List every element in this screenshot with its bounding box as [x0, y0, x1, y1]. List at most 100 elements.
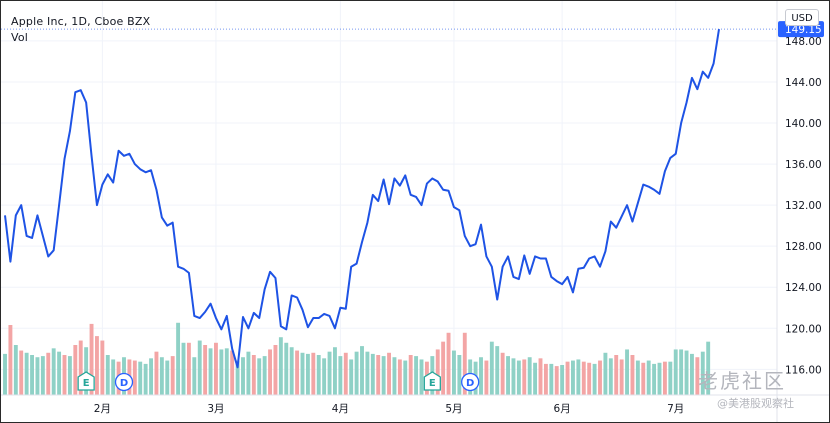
event-badge-label: D	[120, 378, 128, 389]
volume-bar	[51, 348, 56, 395]
volume-bar	[289, 347, 294, 395]
volume-bar	[105, 355, 110, 395]
volume-bar	[230, 350, 235, 395]
watermark-handle: @美港股观察社	[717, 397, 794, 410]
volume-bar	[262, 356, 267, 395]
volume-bar	[608, 358, 613, 395]
event-badge-label: D	[466, 378, 474, 389]
volume-bar	[235, 360, 240, 395]
volume-bar	[284, 342, 289, 395]
volume-bar	[3, 353, 7, 395]
x-tick-label: 7月	[667, 403, 684, 415]
x-tick-label: 3月	[207, 403, 224, 415]
volume-bar	[343, 352, 348, 395]
volume-bar	[554, 366, 559, 395]
volume-bar	[641, 362, 646, 395]
volume-bar	[13, 345, 18, 395]
volume-bar	[560, 365, 565, 395]
volume-bar	[571, 360, 575, 395]
volume-bar	[662, 361, 667, 395]
volume-bar	[170, 356, 175, 395]
volume-bar	[635, 360, 640, 395]
y-tick-label: 140.00	[785, 118, 822, 130]
volume-bar	[387, 352, 391, 395]
event-badge-label: E	[429, 378, 436, 389]
volume-bar	[457, 355, 462, 395]
volume-bar	[57, 351, 62, 395]
volume-bar	[581, 361, 586, 395]
currency-button[interactable]: USD	[785, 9, 819, 26]
volume-bar	[452, 350, 456, 395]
volume-bar	[273, 345, 278, 395]
y-tick-label: 116.00	[785, 364, 822, 376]
volume-bar	[8, 325, 13, 395]
volume-bar	[251, 355, 256, 395]
volume-layer	[3, 322, 711, 395]
volume-bar	[392, 357, 397, 395]
volume-bar	[533, 362, 538, 395]
volume-bar	[441, 341, 446, 395]
volume-bar	[614, 355, 619, 395]
symbol-title[interactable]: Apple Inc, 1D, Cboe BZX	[11, 15, 151, 28]
volume-bar	[159, 357, 164, 395]
volume-bar	[19, 350, 24, 395]
volume-bar	[40, 356, 45, 395]
volume-bar	[219, 349, 224, 395]
volume-bar	[619, 359, 624, 395]
volume-bar	[149, 358, 153, 395]
volume-bar	[500, 352, 505, 395]
volume-bar	[257, 358, 262, 395]
price-axis[interactable]: 116.00 120.00 124.00 128.00 132.00 136.00 140.…	[776, 1, 824, 422]
volume-bar	[354, 351, 359, 395]
volume-bar	[78, 340, 83, 395]
volume-bar	[516, 360, 521, 395]
volume-bar	[397, 359, 402, 395]
earnings-badge	[77, 371, 95, 391]
volume-bar	[652, 363, 657, 395]
volume-bar	[214, 342, 218, 395]
price-line	[4, 28, 720, 369]
volume-bar	[154, 351, 159, 395]
volume-bar	[435, 349, 440, 395]
volume-bar	[603, 352, 608, 395]
volume-bar	[73, 345, 78, 395]
volume-bar	[311, 352, 316, 395]
volume-bar	[587, 362, 592, 395]
volume-bar	[197, 340, 202, 395]
volume-bar	[381, 356, 386, 395]
x-tick-label: 4月	[332, 403, 349, 415]
volume-bar	[511, 358, 516, 395]
event-badge-label: E	[83, 378, 90, 389]
volume-bar	[700, 351, 705, 395]
volume-bar	[479, 357, 483, 395]
volume-bar	[673, 349, 678, 395]
volume-bar	[62, 355, 67, 395]
volume-indicator-label[interactable]: Vol	[11, 31, 29, 44]
volume-bar	[192, 357, 197, 395]
volume-bar	[67, 356, 72, 395]
volume-bar	[46, 352, 51, 395]
x-tick-label: 2月	[94, 403, 111, 415]
x-tick-label: 6月	[554, 403, 571, 415]
volume-bar	[370, 353, 375, 395]
dividend-badge	[461, 372, 480, 392]
price-line-layer	[1, 28, 777, 369]
volume-bar	[543, 363, 548, 395]
volume-bar	[695, 357, 700, 395]
volume-bar	[625, 349, 629, 395]
time-axis[interactable]: 2月 3月 4月 5月 6月 7月	[1, 394, 829, 415]
volume-bar	[360, 346, 364, 395]
volume-bar	[138, 361, 143, 395]
volume-bar	[690, 353, 694, 395]
grid-layer	[1, 1, 777, 395]
volume-bar	[365, 351, 370, 395]
last-price-label: 149.15	[785, 24, 822, 36]
volume-bar	[706, 341, 711, 395]
volume-bar	[668, 361, 673, 395]
volume-bar	[408, 355, 413, 395]
volume-bar	[24, 352, 29, 395]
volume-bar	[111, 359, 116, 395]
volume-bar	[489, 341, 494, 395]
